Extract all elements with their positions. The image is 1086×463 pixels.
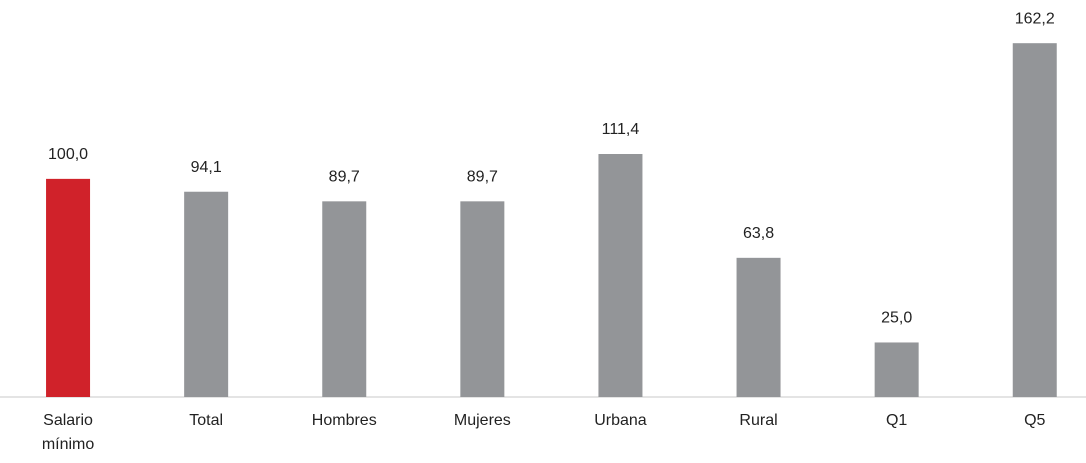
bar — [736, 257, 781, 397]
value-label: 25,0 — [881, 310, 912, 327]
value-label: 100,0 — [48, 146, 88, 163]
value-label: 162,2 — [1015, 10, 1055, 27]
x-tick-label: Hombres — [312, 412, 377, 429]
value-label: 111,4 — [602, 121, 640, 138]
bar — [184, 191, 229, 397]
x-tick-label: Salario mínimo — [42, 412, 95, 453]
x-tick-label: Rural — [739, 412, 777, 429]
x-tick-label: Urbana — [594, 412, 647, 429]
x-tick-label: Mujeres — [454, 412, 511, 429]
bar — [598, 154, 643, 397]
value-label: 94,1 — [191, 159, 222, 176]
x-tick-label: Total — [189, 412, 223, 429]
bar — [322, 201, 367, 397]
bar — [874, 342, 919, 397]
value-label: 89,7 — [329, 169, 360, 186]
bar — [1012, 43, 1057, 397]
value-label: 63,8 — [743, 225, 774, 242]
value-label: 89,7 — [467, 169, 498, 186]
bar — [46, 178, 91, 397]
bar — [460, 201, 505, 397]
x-tick-label: Q1 — [886, 412, 907, 429]
x-tick-label: Q5 — [1024, 412, 1045, 429]
